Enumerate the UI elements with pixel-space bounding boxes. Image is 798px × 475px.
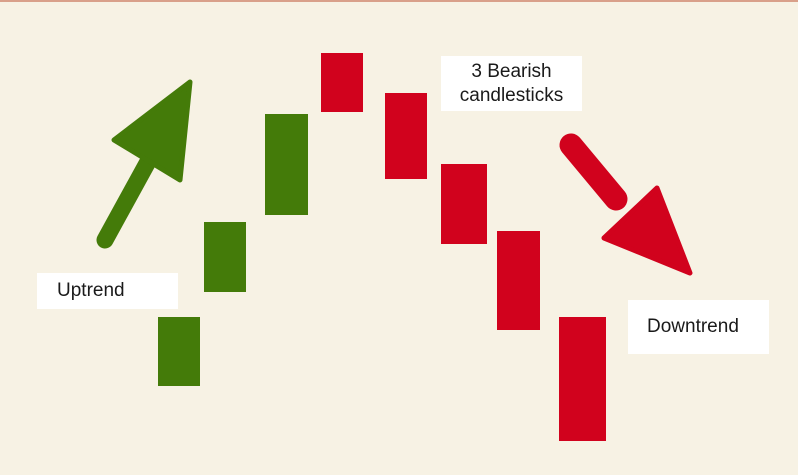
candlesticks	[158, 53, 606, 441]
candle-4	[321, 53, 363, 112]
bearish-candlesticks-label: 3 Bearish candlesticks	[441, 56, 582, 111]
uptrend-label: Uptrend	[37, 273, 178, 309]
candle-3	[265, 114, 308, 215]
downtrend-label-text: Downtrend	[647, 316, 739, 337]
candle-1	[158, 317, 200, 386]
arrow-up-right-icon	[96, 79, 193, 249]
downtrend-label: Downtrend	[628, 300, 769, 354]
uptrend-label-text: Uptrend	[57, 280, 125, 301]
candle-6	[441, 164, 487, 244]
arrow-down-right-icon	[559, 133, 693, 276]
top-rule	[0, 0, 798, 2]
bearish-label-line-1: 3 Bearish	[471, 60, 552, 82]
candle-8	[559, 317, 606, 441]
candle-5	[385, 93, 427, 179]
candle-2	[204, 222, 246, 292]
bearish-label-line-2: candlesticks	[459, 84, 564, 106]
candle-7	[497, 231, 540, 330]
